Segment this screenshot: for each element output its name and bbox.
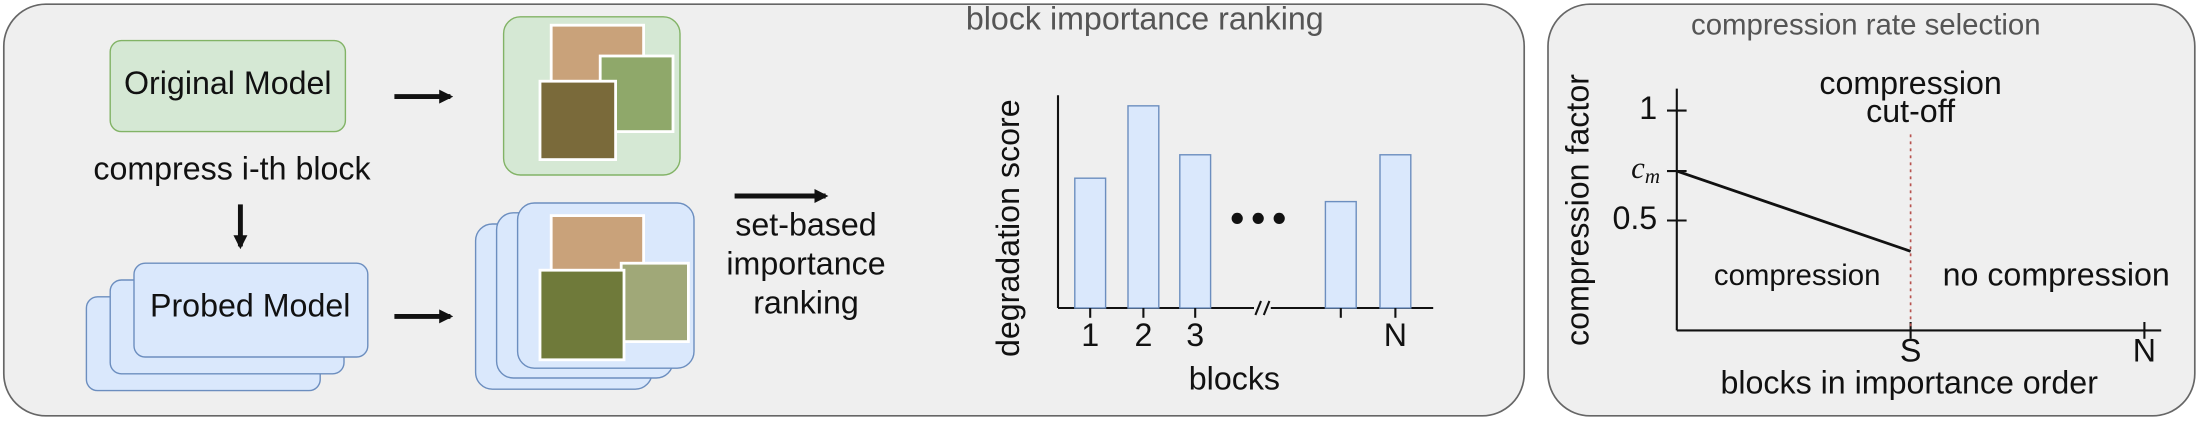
x-tick-label: 1 xyxy=(1081,317,1099,353)
x-tick-label: N xyxy=(1384,317,1407,353)
right-panel xyxy=(1547,3,2196,417)
probed-model-box xyxy=(133,262,369,358)
probed-model-label: Probed Model xyxy=(150,288,350,324)
y-tick-label-sub: m xyxy=(1645,164,1660,188)
x-tick-label: 2 xyxy=(1134,317,1152,353)
y-tick-label: 1 xyxy=(1639,90,1657,126)
x-axis-label: blocks xyxy=(1189,360,1280,396)
y-axis-label: compression factor xyxy=(1560,74,1596,346)
region-label: no compression xyxy=(1943,257,2170,293)
axis-break xyxy=(1254,300,1262,316)
ranking-step-label: set-based xyxy=(735,206,876,242)
ellipsis xyxy=(1231,212,1243,224)
y-tick-label: 0.5 xyxy=(1612,200,1657,236)
image xyxy=(538,268,626,362)
ranking-step-label: ranking xyxy=(753,285,859,321)
bar xyxy=(1127,105,1160,309)
bar xyxy=(1379,154,1412,309)
y-tick-label-main: c xyxy=(1631,151,1645,185)
bar xyxy=(1074,177,1107,309)
x-axis-label: blocks in importance order xyxy=(1720,365,2098,401)
bar xyxy=(1179,154,1212,309)
region-label: compression xyxy=(1714,259,1881,292)
x-tick-label: 3 xyxy=(1186,317,1204,353)
ellipsis xyxy=(1252,212,1264,224)
compression-line xyxy=(1676,169,1912,253)
axis-break xyxy=(1262,300,1271,316)
chart-title: compression rate selection xyxy=(1691,8,2041,41)
x-tick-label: S xyxy=(1900,332,1921,368)
ellipsis xyxy=(1273,212,1285,224)
compress-step-label: compress i-th block xyxy=(93,150,371,186)
cutoff-label: cut-off xyxy=(1866,93,1955,129)
y-tick-label: cm xyxy=(1631,151,1660,188)
y-axis-label: degradation score xyxy=(990,99,1026,357)
ranking-step-label: importance xyxy=(726,246,885,282)
image xyxy=(538,79,617,161)
original-model-label: Original Model xyxy=(124,65,332,101)
original-model-box xyxy=(109,39,347,133)
x-tick-label: N xyxy=(2133,332,2156,368)
bar xyxy=(1324,200,1357,309)
cutoff-label: compression xyxy=(1819,65,2001,101)
image xyxy=(619,261,690,343)
chart-title: block importance ranking xyxy=(966,1,1324,37)
